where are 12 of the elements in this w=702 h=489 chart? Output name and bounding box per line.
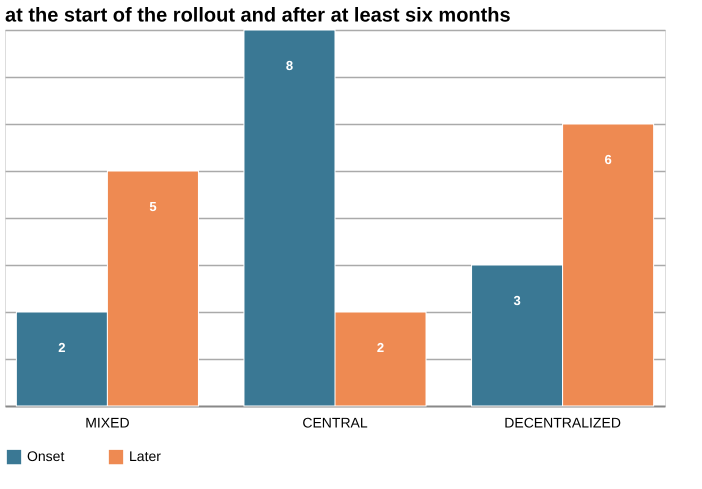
data-label: 3 bbox=[513, 293, 521, 308]
legend-label: Onset bbox=[27, 448, 64, 464]
data-label: 6 bbox=[604, 152, 612, 167]
legend-label: Later bbox=[129, 448, 162, 464]
x-tick-label: CENTRAL bbox=[302, 414, 368, 430]
data-label: 5 bbox=[149, 199, 157, 214]
data-label: 2 bbox=[58, 340, 66, 355]
x-tick-label: MIXED bbox=[85, 414, 130, 430]
chart-title: at the start of the rollout and after at least six months bbox=[5, 4, 511, 26]
data-label: 2 bbox=[376, 340, 384, 355]
x-tick-label: DECENTRALIZED bbox=[504, 414, 621, 430]
data-label: 8 bbox=[286, 58, 294, 73]
